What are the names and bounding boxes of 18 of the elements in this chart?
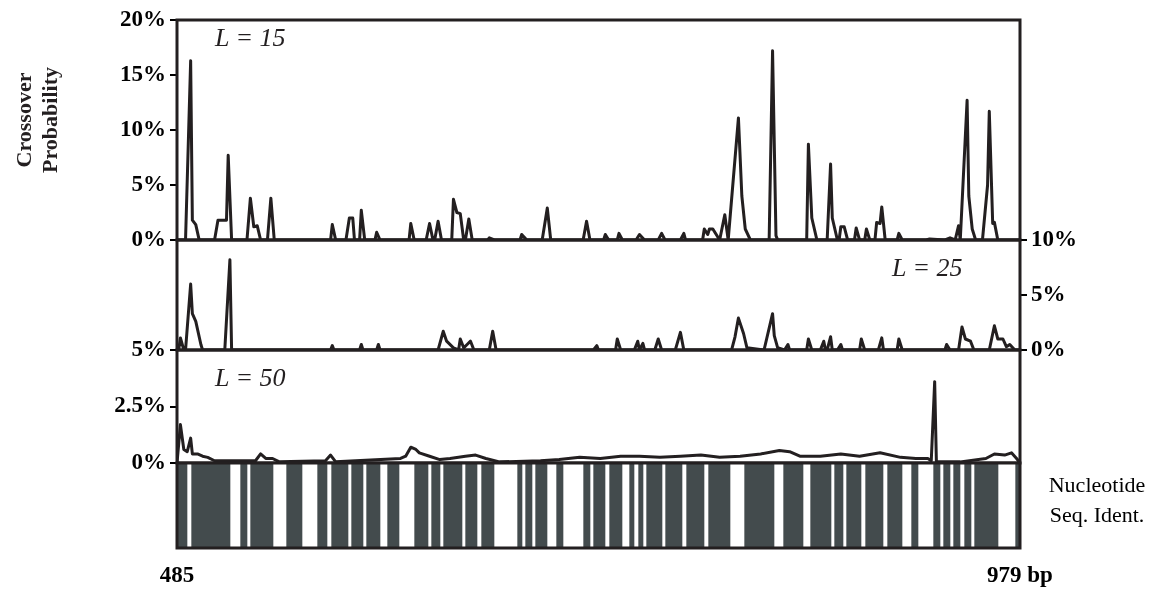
y-tick-label: 20% <box>120 5 166 31</box>
y-tick-label: 5% <box>131 335 166 361</box>
y2-tick-label: 10% <box>1031 225 1077 251</box>
y2-axis-title: Nucleotide Seq. Ident. <box>1048 471 1146 527</box>
y-tick-label: 2.5% <box>114 392 166 418</box>
y-tick-label: 0% <box>131 225 166 251</box>
annotation: L = 50 <box>213 362 286 392</box>
x-tick-label: 485 <box>159 561 195 587</box>
y-tick-label: 10% <box>120 115 166 141</box>
y-tick-label: 15% <box>120 60 166 86</box>
annotation: L = 15 <box>213 22 286 52</box>
annotation: L = 25 <box>891 252 963 282</box>
y2-tick-label: 5% <box>1031 280 1066 306</box>
y-axis-title: Crossover Probability <box>10 67 62 173</box>
x-tick-label: 979 bp <box>987 561 1053 587</box>
y-tick-label: 5% <box>131 170 166 196</box>
y2-tick-label: 0% <box>1031 335 1066 361</box>
y-tick-label: 0% <box>131 448 166 474</box>
